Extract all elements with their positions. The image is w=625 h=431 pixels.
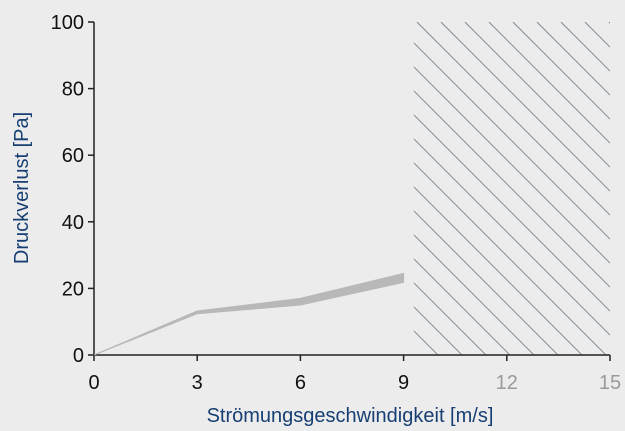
hatch-line: [464, 22, 611, 168]
hatch-line: [488, 22, 611, 144]
hatch-lines: [413, 22, 611, 355]
hatch-line: [413, 282, 487, 355]
shaded-region: [413, 22, 611, 355]
hatch-line: [560, 22, 611, 72]
hatch-line: [413, 90, 611, 288]
x-tick-label: 9: [398, 372, 409, 394]
x-axis-title: Strömungsgeschwindigkeit [m/s]: [207, 405, 494, 427]
y-tick-label: 80: [62, 79, 84, 101]
hatch-line: [440, 22, 611, 192]
y-tick-label: 40: [62, 212, 84, 234]
y-tick-label: 20: [62, 278, 84, 300]
hatch-line: [413, 186, 583, 355]
hatch-line: [413, 42, 611, 240]
hatch-line: [413, 114, 611, 312]
x-tick-label: 15: [599, 372, 621, 394]
hatch-line: [512, 22, 611, 120]
axes: [88, 21, 611, 361]
hatch-line: [584, 22, 611, 48]
x-tick-label: 0: [88, 372, 99, 394]
hatch-line: [413, 210, 559, 355]
hatch-line: [413, 66, 611, 264]
y-tick-label: 60: [62, 145, 84, 167]
tick-labels: 0 20 40 60 80 100 0 3 6 9 12 15: [51, 12, 622, 394]
data-band-layer: [93, 272, 405, 356]
axis-titles: Strömungsgeschwindigkeit [m/s] Druckverlu…: [11, 112, 493, 427]
hatch-line: [536, 22, 611, 96]
hatch-line: [413, 258, 511, 355]
x-tick-label: 6: [295, 372, 306, 394]
hatch-line: [413, 162, 607, 355]
hatch-line: [608, 22, 611, 24]
hatch-line: [413, 138, 611, 336]
x-tick-label: 12: [496, 372, 518, 394]
hatch-line: [413, 234, 535, 355]
x-tick-label: 3: [192, 372, 203, 394]
pressure-loss-band: [93, 272, 405, 356]
y-tick-label: 100: [51, 12, 84, 34]
y-axis-title: Druckverlust [Pa]: [11, 112, 33, 264]
y-tick-label: 0: [73, 345, 84, 367]
hatch-line: [416, 22, 611, 216]
